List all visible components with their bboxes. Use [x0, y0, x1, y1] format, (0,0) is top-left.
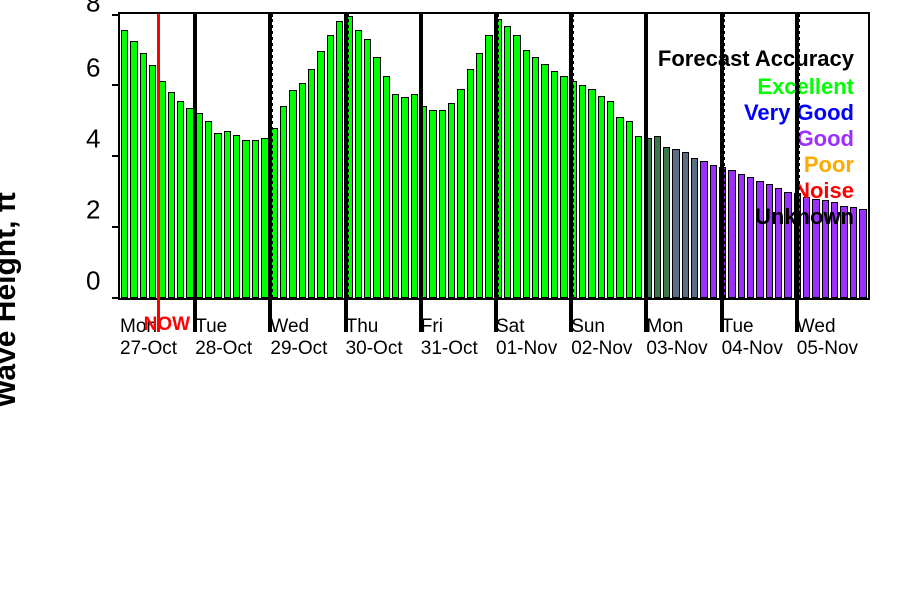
legend-item-3: Poor: [658, 152, 854, 178]
y-tick-mark-8: [112, 14, 120, 16]
wave-height-bar[interactable]: [336, 21, 343, 298]
wave-height-bar[interactable]: [626, 121, 633, 299]
wave-height-bar[interactable]: [280, 106, 287, 298]
legend-title: Forecast Accuracy: [658, 46, 854, 72]
wave-height-bar[interactable]: [485, 35, 492, 298]
legend-item-4: Noise: [658, 178, 854, 204]
plot-area: 0 2 4 6 8 NOW Forecast Accuracy Excellen…: [118, 12, 870, 300]
day-boundary-line: [644, 14, 648, 332]
day-axis-label: Fri 31-Oct: [421, 316, 505, 360]
day-axis-label: Tue 04-Nov: [722, 316, 806, 360]
y-tick-mark-2: [112, 226, 120, 228]
wave-height-bar[interactable]: [205, 121, 212, 299]
legend-item-0: Excellent: [658, 74, 854, 100]
day-axis-label: Sat 01-Nov: [496, 316, 580, 360]
wave-height-bar[interactable]: [598, 96, 605, 298]
wave-height-bar[interactable]: [513, 35, 520, 298]
now-indicator-label: NOW: [144, 314, 190, 336]
y-tick-label-8: 8: [86, 0, 100, 19]
wave-height-bar[interactable]: [383, 76, 390, 298]
wave-height-bar[interactable]: [541, 64, 548, 298]
wave-height-bar[interactable]: [355, 30, 362, 298]
wave-height-bar[interactable]: [429, 110, 436, 298]
wave-height-bar[interactable]: [261, 138, 268, 298]
day-boundary-line: [494, 14, 498, 332]
wave-height-bar[interactable]: [579, 85, 586, 298]
wave-height-bar[interactable]: [308, 69, 315, 298]
wave-height-bar[interactable]: [373, 57, 380, 298]
day-axis-label: Mon 03-Nov: [646, 316, 730, 360]
wave-height-bar[interactable]: [457, 89, 464, 298]
wave-height-bar[interactable]: [130, 41, 137, 298]
day-boundary-line: [344, 14, 348, 332]
wave-height-bar[interactable]: [317, 51, 324, 298]
wave-height-bar[interactable]: [551, 71, 558, 298]
legend-item-5: Unknown: [658, 204, 854, 230]
y-axis-title: Wave Height, ft: [0, 192, 23, 408]
wave-height-bar[interactable]: [439, 110, 446, 298]
wave-height-bar[interactable]: [299, 83, 306, 298]
day-boundary-line: [268, 14, 272, 332]
wave-height-bar[interactable]: [401, 97, 408, 298]
wave-height-bar[interactable]: [149, 65, 156, 298]
day-boundary-line: [193, 14, 197, 332]
wave-height-bar[interactable]: [224, 131, 231, 298]
wave-height-bar[interactable]: [121, 30, 128, 298]
wave-height-bar[interactable]: [448, 103, 455, 298]
wave-height-bar[interactable]: [252, 140, 259, 298]
wave-height-bar[interactable]: [560, 76, 567, 298]
day-axis-label: Thu 30-Oct: [346, 316, 430, 360]
wave-height-bar[interactable]: [411, 94, 418, 298]
y-tick-mark-4: [112, 155, 120, 157]
wave-height-bar[interactable]: [607, 101, 614, 298]
wave-height-bar[interactable]: [364, 39, 371, 298]
wave-height-bar[interactable]: [532, 57, 539, 298]
wave-height-bar[interactable]: [476, 53, 483, 298]
wave-height-bar[interactable]: [214, 133, 221, 298]
y-tick-mark-6: [112, 84, 120, 86]
day-boundary-line: [720, 14, 724, 332]
wave-height-bar[interactable]: [523, 50, 530, 299]
day-boundary-line: [419, 14, 423, 332]
legend-item-1: Very Good: [658, 100, 854, 126]
day-boundary-line: [569, 14, 573, 332]
legend: Forecast Accuracy Excellent Very Good Go…: [658, 46, 854, 230]
y-tick-label-6: 6: [86, 53, 100, 84]
wave-height-chart: Wave Height, ft 0 2 4 6 8 NOW Forecast A…: [0, 0, 900, 600]
wave-height-bar[interactable]: [588, 89, 595, 298]
wave-height-bar[interactable]: [859, 209, 866, 298]
wave-height-bar[interactable]: [168, 92, 175, 298]
day-boundary-line: [795, 14, 799, 332]
day-axis-label: Tue 28-Oct: [195, 316, 279, 360]
now-indicator-line: [157, 14, 160, 332]
y-tick-mark-0: [112, 297, 120, 299]
wave-height-bar[interactable]: [467, 69, 474, 298]
wave-height-bar[interactable]: [392, 94, 399, 298]
legend-item-2: Good: [658, 126, 854, 152]
wave-height-bar[interactable]: [504, 26, 511, 298]
wave-height-bar[interactable]: [242, 140, 249, 298]
y-tick-label-4: 4: [86, 124, 100, 155]
day-axis-label: Wed 05-Nov: [797, 316, 881, 360]
wave-height-bar[interactable]: [177, 101, 184, 298]
wave-height-bar[interactable]: [140, 53, 147, 298]
y-tick-label-2: 2: [86, 195, 100, 226]
day-axis-label: Wed 29-Oct: [270, 316, 354, 360]
y-tick-label-0: 0: [86, 266, 100, 297]
wave-height-bar[interactable]: [289, 90, 296, 298]
wave-height-bar[interactable]: [327, 35, 334, 298]
wave-height-bar[interactable]: [233, 135, 240, 298]
wave-height-bar[interactable]: [616, 117, 623, 298]
day-axis-label: Sun 02-Nov: [571, 316, 655, 360]
wave-height-bar[interactable]: [635, 136, 642, 298]
